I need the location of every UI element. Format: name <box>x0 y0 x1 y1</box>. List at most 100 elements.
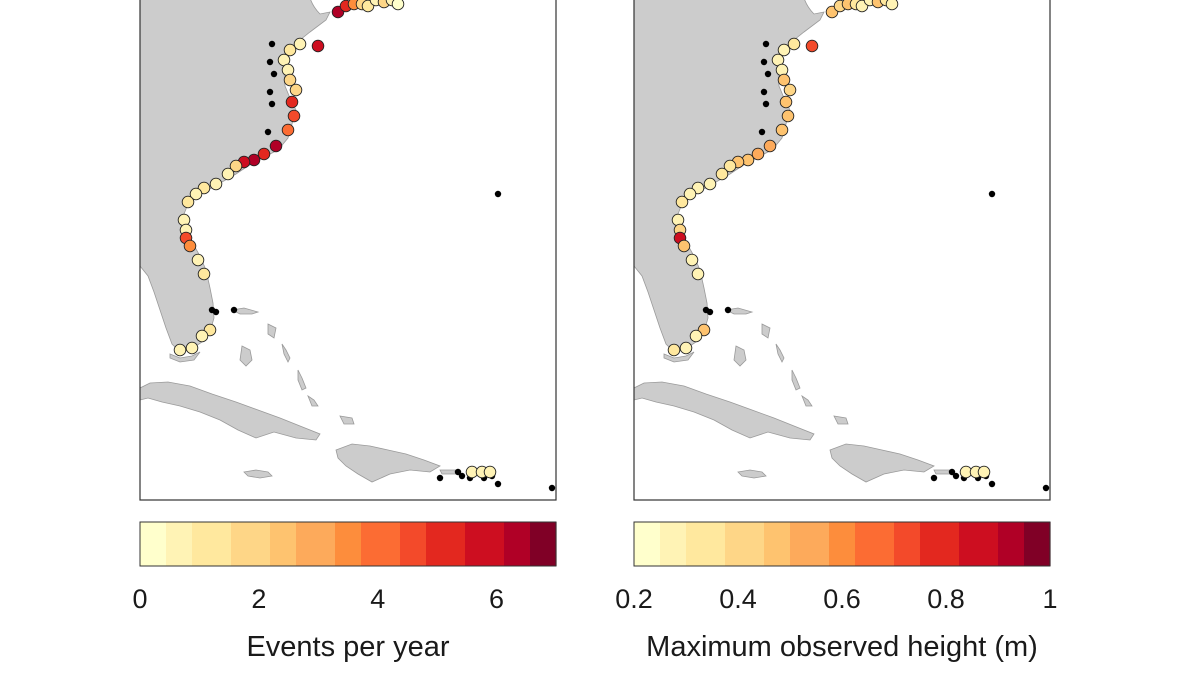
colorbar-segment <box>920 522 934 566</box>
site-marker <box>281 123 295 137</box>
site-marker <box>763 139 777 153</box>
map-panel-left <box>139 0 557 501</box>
no-data-site-marker <box>458 472 466 480</box>
colorbar-segment <box>192 522 206 566</box>
colorbar-tick-label: 0.2 <box>615 584 653 614</box>
colorbar-segment <box>868 522 882 566</box>
bahamas-abaco <box>761 323 771 339</box>
colorbar-segment <box>257 522 271 566</box>
bahamas-eleuthera <box>775 343 785 363</box>
site-marker <box>783 83 797 97</box>
colorbar-segment <box>829 522 843 566</box>
site-marker <box>779 95 793 109</box>
no-data-site-marker <box>548 484 556 492</box>
site-marker <box>741 153 755 167</box>
colorbar-segment <box>361 522 375 566</box>
florida-keys <box>663 351 695 363</box>
bahamas-grand-bahama <box>230 307 260 315</box>
colorbar-segment <box>231 522 245 566</box>
colorbar-segment <box>660 522 674 566</box>
site-marker <box>885 0 899 11</box>
colorbar-tick-label: 6 <box>489 584 504 614</box>
site-marker <box>283 43 297 57</box>
colorbar-segment <box>413 522 427 566</box>
colorbar-right-ticks: 0.2 0.4 0.6 0.8 1 <box>615 584 1057 614</box>
tide-gauge-sites-left <box>173 0 556 492</box>
colorbar-segment <box>634 522 648 566</box>
site-marker <box>173 343 187 357</box>
no-data-site-marker <box>952 472 960 480</box>
colorbar-segment <box>270 522 284 566</box>
no-data-site-marker <box>270 70 278 78</box>
site-marker <box>977 465 991 479</box>
site-marker <box>185 341 199 355</box>
colorbar-segment <box>452 522 466 566</box>
no-data-site-marker <box>762 40 770 48</box>
colorbar-segment <box>855 522 869 566</box>
colorbar-segment <box>374 522 388 566</box>
site-marker <box>777 73 791 87</box>
no-data-site-marker <box>212 308 220 316</box>
bahamas-eleuthera <box>281 343 291 363</box>
no-data-site-marker <box>930 474 938 482</box>
colorbar-segment <box>530 522 544 566</box>
site-marker <box>287 109 301 123</box>
no-data-site-marker <box>494 190 502 198</box>
map-panel-right <box>633 0 1051 501</box>
land-right <box>634 0 955 483</box>
jamaica-island <box>737 469 767 479</box>
colorbar-segment <box>491 522 505 566</box>
site-marker <box>269 139 283 153</box>
colorbar-segment <box>543 522 557 566</box>
colorbar-segment <box>1037 522 1051 566</box>
colorbar-segment <box>647 522 661 566</box>
colorbar-segment <box>673 522 687 566</box>
colorbar-segment <box>335 522 349 566</box>
no-data-site-marker <box>230 306 238 314</box>
no-data-site-marker <box>436 474 444 482</box>
site-marker <box>775 123 789 137</box>
colorbar-segment <box>426 522 440 566</box>
colorbar-segment <box>400 522 414 566</box>
bahamas-andros <box>239 345 253 367</box>
bahamas-inagua <box>833 415 849 425</box>
colorbar-tick-label: 0 <box>132 584 147 614</box>
colorbar-segment <box>283 522 297 566</box>
colorbar-segment <box>751 522 765 566</box>
colorbar-segment <box>140 522 154 566</box>
bahamas-inagua <box>339 415 355 425</box>
site-marker <box>391 0 405 11</box>
site-marker <box>285 95 299 109</box>
site-marker <box>675 195 689 209</box>
cuba-island <box>140 381 321 441</box>
colorbar-segment <box>790 522 804 566</box>
colorbar-segment <box>1024 522 1038 566</box>
colorbar-segment <box>881 522 895 566</box>
colorbar-segment <box>153 522 167 566</box>
colorbar-segment <box>894 522 908 566</box>
colorbar-frame <box>633 521 1051 567</box>
site-marker <box>667 343 681 357</box>
site-marker <box>209 177 223 191</box>
site-marker <box>257 147 271 161</box>
cuba-island <box>634 381 815 441</box>
colorbar-segment <box>907 522 921 566</box>
site-marker <box>703 177 717 191</box>
colorbar-tick-label: 1 <box>1042 584 1057 614</box>
site-marker <box>229 159 243 173</box>
site-marker <box>247 153 261 167</box>
colorbar-title-left: Events per year <box>246 631 449 663</box>
colorbar-tick-label: 2 <box>251 584 266 614</box>
colorbar-segment <box>244 522 258 566</box>
colorbar-segment <box>504 522 518 566</box>
colorbar-segment <box>517 522 531 566</box>
colorbar-segment <box>985 522 999 566</box>
florida-keys <box>169 351 201 363</box>
colorbar-segment <box>686 522 700 566</box>
jamaica-island <box>243 469 273 479</box>
colorbar-segment <box>348 522 362 566</box>
site-marker <box>283 73 297 87</box>
no-data-site-marker <box>266 58 274 66</box>
colorbar-tick-label: 4 <box>370 584 385 614</box>
colorbar-segment <box>946 522 960 566</box>
